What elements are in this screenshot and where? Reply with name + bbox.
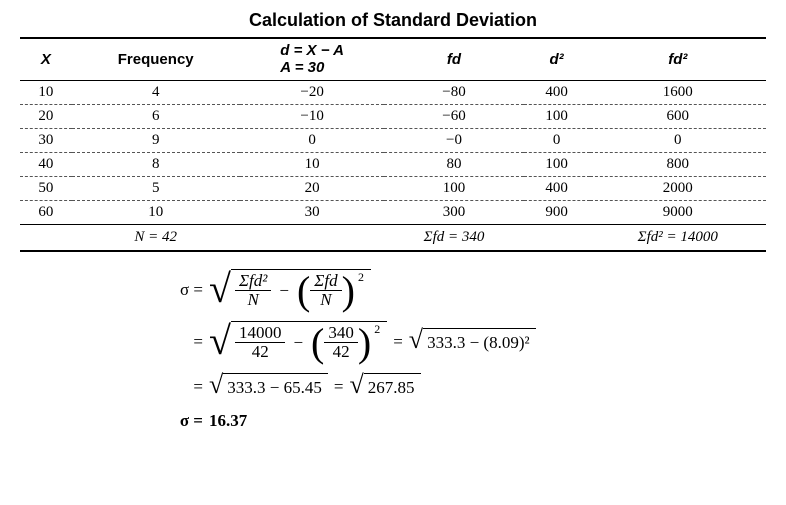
cell: 9 (72, 129, 240, 153)
col-d: d = X − A A = 30 (240, 38, 385, 81)
footer-sumfd2: Σfd² = 14000 (590, 225, 766, 252)
cell: 30 (20, 129, 72, 153)
cell: −10 (240, 105, 385, 129)
cell: 6 (72, 105, 240, 129)
cell: 40 (20, 153, 72, 177)
footer-sumfd: Σfd = 340 (384, 225, 523, 252)
cell: 0 (590, 129, 766, 153)
cell: 10 (72, 201, 240, 225)
cell: −60 (384, 105, 523, 129)
cell: 10 (240, 153, 385, 177)
cell: 5 (72, 177, 240, 201)
cell: 1600 (590, 81, 766, 105)
cell: 100 (384, 177, 523, 201)
table-row: 6010303009009000 (20, 201, 766, 225)
cell: 0 (240, 129, 385, 153)
cell: 100 (524, 105, 590, 129)
cell: 20 (240, 177, 385, 201)
cell: 0 (524, 129, 590, 153)
cell: 400 (524, 177, 590, 201)
cell: 9000 (590, 201, 766, 225)
cell: 600 (590, 105, 766, 129)
cell: −80 (384, 81, 523, 105)
col-frequency: Frequency (72, 38, 240, 81)
formula-line-3: = √ 333.3 − 65.45 = √ 267.85 (113, 370, 673, 402)
sd-table: X Frequency d = X − A A = 30 fd d² fd² 1… (20, 37, 766, 252)
cell: 800 (590, 153, 766, 177)
table-row: 104−20−804001600 (20, 81, 766, 105)
cell: −20 (240, 81, 385, 105)
col-fd2: fd² (590, 38, 766, 81)
cell: 30 (240, 201, 385, 225)
formula-line-2: = √ 14000 42 − ( 340 42 ) (113, 318, 673, 364)
cell: 4 (72, 81, 240, 105)
cell: 80 (384, 153, 523, 177)
formula-line-1: σ = √ Σfd² N − ( Σfd N ) (113, 266, 673, 312)
col-fd: fd (384, 38, 523, 81)
formula-block: σ = √ Σfd² N − ( Σfd N ) (113, 266, 673, 432)
footer-n: N = 42 (72, 225, 240, 252)
table-row: 3090−000 (20, 129, 766, 153)
cell: 900 (524, 201, 590, 225)
col-x: X (20, 38, 72, 81)
table-row: 206−10−60100600 (20, 105, 766, 129)
header-row: X Frequency d = X − A A = 30 fd d² fd² (20, 38, 766, 81)
table-row: 505201004002000 (20, 177, 766, 201)
cell: 20 (20, 105, 72, 129)
cell: 100 (524, 153, 590, 177)
cell: 50 (20, 177, 72, 201)
cell: 8 (72, 153, 240, 177)
col-d2: d² (524, 38, 590, 81)
cell: 60 (20, 201, 72, 225)
cell: 300 (384, 201, 523, 225)
cell: 2000 (590, 177, 766, 201)
page-title: Calculation of Standard Deviation (20, 10, 766, 31)
formula-line-4: σ = 16.37 (113, 408, 673, 432)
cell: −0 (384, 129, 523, 153)
cell: 400 (524, 81, 590, 105)
cell: 10 (20, 81, 72, 105)
footer-row: N = 42 Σfd = 340 Σfd² = 14000 (20, 225, 766, 252)
table-row: 4081080100800 (20, 153, 766, 177)
